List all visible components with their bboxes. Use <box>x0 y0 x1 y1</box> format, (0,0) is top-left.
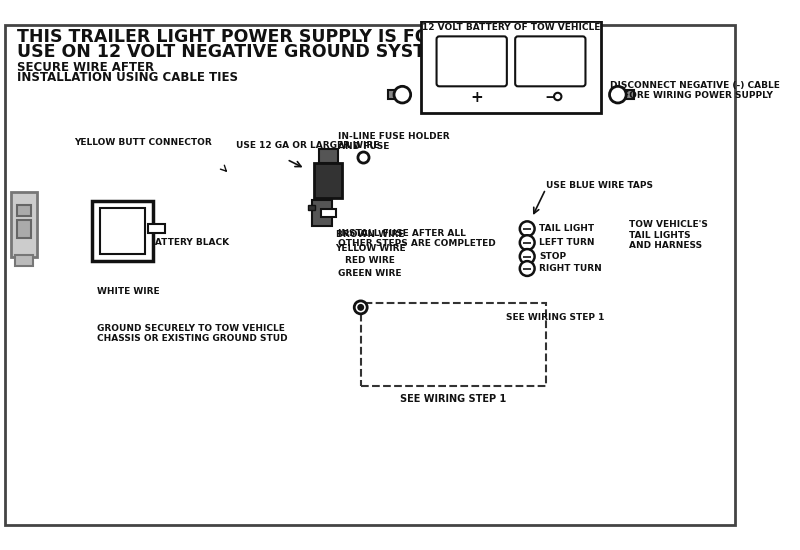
Text: SEE WIRING STEP 1: SEE WIRING STEP 1 <box>506 313 604 322</box>
Bar <box>626 90 634 99</box>
Text: 12 VOLT BATTERY OF TOW VEHICLE: 12 VOLT BATTERY OF TOW VEHICLE <box>422 24 600 32</box>
Text: LEFT TURN: LEFT TURN <box>539 238 594 247</box>
Text: SECURE WIRE AFTER: SECURE WIRE AFTER <box>17 62 154 74</box>
Circle shape <box>358 305 363 310</box>
Bar <box>93 201 153 261</box>
Text: BROWN WIRE: BROWN WIRE <box>336 230 404 239</box>
Text: RIGHT TURN: RIGHT TURN <box>539 264 602 273</box>
Text: USE 12 GA OR LARGER WIRE: USE 12 GA OR LARGER WIRE <box>236 141 379 150</box>
Circle shape <box>520 235 534 250</box>
Text: RED WIRE: RED WIRE <box>345 256 395 265</box>
Bar <box>321 210 336 217</box>
Text: GREEN WIRE: GREEN WIRE <box>338 269 402 278</box>
Bar <box>314 163 342 198</box>
Bar <box>11 192 37 256</box>
Bar <box>308 205 315 210</box>
Circle shape <box>520 261 534 276</box>
Bar <box>148 224 165 233</box>
Bar <box>361 302 546 386</box>
Text: USE ON 12 VOLT NEGATIVE GROUND SYSTEMS ONLY: USE ON 12 VOLT NEGATIVE GROUND SYSTEMS O… <box>17 43 522 61</box>
Text: YELLOW BUTT CONNECTOR: YELLOW BUTT CONNECTOR <box>74 138 212 147</box>
Bar <box>17 219 31 238</box>
Circle shape <box>358 152 369 163</box>
Circle shape <box>354 301 367 314</box>
Text: THIS TRAILER LIGHT POWER SUPPLY IS FOR: THIS TRAILER LIGHT POWER SUPPLY IS FOR <box>17 28 442 46</box>
Bar <box>421 21 601 113</box>
Circle shape <box>520 249 534 264</box>
Text: TAIL LIGHT: TAIL LIGHT <box>539 224 594 233</box>
Text: SEE WIRING STEP 1: SEE WIRING STEP 1 <box>400 394 506 404</box>
Text: INSTALLATION USING CABLE TIES: INSTALLATION USING CABLE TIES <box>17 70 238 84</box>
Text: −: − <box>544 90 557 105</box>
Circle shape <box>520 221 534 236</box>
Circle shape <box>554 93 562 100</box>
Text: +: + <box>470 90 482 105</box>
Text: BATTERY BLACK: BATTERY BLACK <box>148 238 229 247</box>
Bar <box>14 255 34 266</box>
Text: WHITE WIRE: WHITE WIRE <box>97 287 160 296</box>
Text: GROUND SECURELY TO TOW VEHICLE
CHASSIS OR EXISTING GROUND STUD: GROUND SECURELY TO TOW VEHICLE CHASSIS O… <box>97 324 288 343</box>
Bar <box>312 200 332 226</box>
Bar <box>389 90 396 99</box>
Text: USE BLUE WIRE TAPS: USE BLUE WIRE TAPS <box>546 181 653 190</box>
Bar <box>319 149 338 163</box>
Text: YELLOW WIRE: YELLOW WIRE <box>334 244 406 253</box>
Text: TOW VEHICLE'S
TAIL LIGHTS
AND HARNESS: TOW VEHICLE'S TAIL LIGHTS AND HARNESS <box>629 221 708 250</box>
Text: DISCONNECT NEGATIVE (-) CABLE
BEFORE WIRING POWER SUPPLY: DISCONNECT NEGATIVE (-) CABLE BEFORE WIR… <box>610 81 780 100</box>
Circle shape <box>394 86 410 103</box>
Bar <box>17 205 31 216</box>
FancyBboxPatch shape <box>515 36 586 86</box>
Circle shape <box>610 86 626 103</box>
Bar <box>100 208 146 254</box>
FancyBboxPatch shape <box>437 36 507 86</box>
Text: INSTALL FUSE AFTER ALL
OTHER STEPS ARE COMPLETED: INSTALL FUSE AFTER ALL OTHER STEPS ARE C… <box>338 229 495 248</box>
Text: IN-LINE FUSE HOLDER
AND FUSE: IN-LINE FUSE HOLDER AND FUSE <box>338 131 450 151</box>
Text: STOP: STOP <box>539 252 566 261</box>
